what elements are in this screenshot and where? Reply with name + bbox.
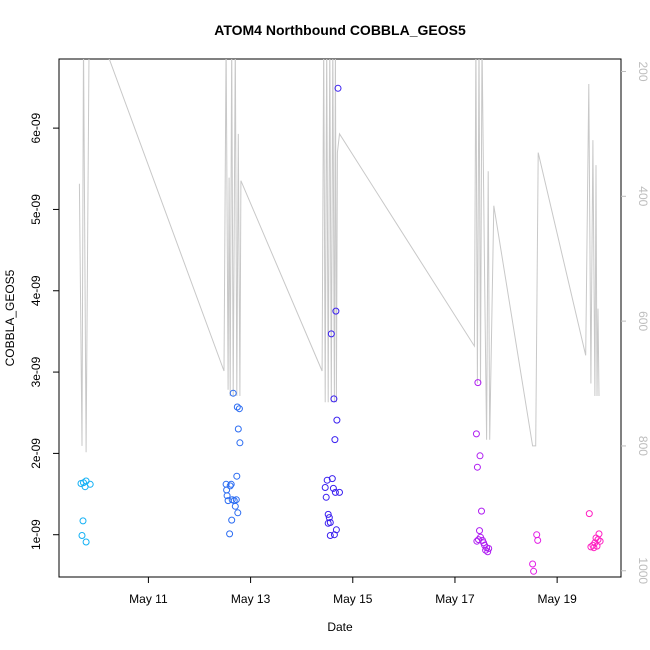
data-point: [324, 510, 332, 518]
data-point: [231, 502, 239, 510]
data-point: [78, 532, 86, 539]
data-point: [534, 536, 542, 544]
x-tick-label: May 11: [129, 592, 168, 606]
data-point: [484, 548, 492, 556]
data-point: [478, 507, 485, 515]
y-tick-label: 5e-09: [29, 194, 43, 225]
data-point: [233, 472, 241, 480]
y-tick-label: 4e-09: [29, 275, 43, 306]
data-point: [235, 405, 243, 413]
data-point: [332, 526, 340, 534]
x-axis-label: Date: [327, 620, 353, 634]
data-point: [476, 527, 483, 535]
data-point: [473, 537, 481, 545]
data-point: [321, 484, 329, 491]
data-point: [228, 516, 236, 524]
y-tick-label: 6e-09: [29, 112, 43, 143]
data-point: [334, 84, 342, 92]
data-point: [236, 439, 244, 447]
pressure-line-layer: [78, 59, 600, 453]
y-tick-label: 2e-09: [29, 438, 43, 469]
data-point: [476, 452, 484, 460]
data-point: [595, 530, 603, 538]
data-point: [332, 307, 340, 315]
x-tick-label: May 15: [333, 592, 373, 606]
data-point: [223, 492, 231, 500]
data-point: [322, 493, 330, 501]
data-point: [593, 542, 601, 550]
data-point: [529, 560, 537, 568]
y-axis: 1e-09 2e-09 3e-09 4e-09 5e-09 6e-09: [29, 112, 59, 550]
data-point: [226, 482, 234, 490]
data-point: [485, 545, 493, 552]
data-point: [472, 430, 480, 438]
x-axis: May 11 May 13 May 15 May 17 May 19: [129, 577, 577, 606]
y-tick-label: 1e-09: [29, 519, 43, 550]
data-point: [233, 403, 241, 411]
y-tick-label: 3e-09: [29, 356, 43, 387]
data-point: [229, 389, 237, 397]
x-tick-label: May 19: [537, 592, 577, 606]
y2-tick-label: 1000: [636, 557, 650, 584]
y2-tick-label: 200: [636, 61, 650, 81]
data-point: [227, 480, 235, 488]
data-point: [234, 509, 242, 517]
data-point: [86, 480, 94, 488]
data-point: [473, 463, 481, 471]
data-point: [82, 538, 90, 546]
data-point: [326, 532, 334, 539]
data-point: [328, 475, 336, 483]
data-point: [331, 488, 339, 496]
data-point: [585, 510, 593, 518]
data-point: [530, 567, 538, 575]
x-tick-label: May 13: [231, 592, 271, 606]
data-point: [234, 425, 242, 433]
data-point: [226, 530, 234, 538]
x-tick-label: May 17: [435, 592, 475, 606]
data-point: [329, 484, 337, 492]
plot-frame: [58, 58, 622, 578]
data-point: [533, 531, 541, 539]
y-axis-label: COBBLA_GEOS5: [3, 269, 17, 366]
y2-tick-label: 800: [636, 436, 650, 456]
data-point: [223, 486, 231, 494]
data-point: [331, 436, 339, 444]
data-point: [336, 488, 343, 496]
pressure-line: [78, 59, 600, 453]
data-point: [324, 519, 332, 527]
data-point: [79, 517, 87, 525]
secondary-y-axis: 200 400 600 800 1000: [621, 61, 650, 584]
data-point: [333, 416, 341, 424]
y2-tick-label: 600: [636, 311, 650, 331]
data-point: [596, 537, 604, 545]
data-point: [474, 379, 482, 387]
data-point: [232, 496, 240, 504]
data-point: [327, 330, 335, 338]
y2-tick-label: 400: [636, 186, 650, 206]
chart-title: ATOM4 Northbound COBBLA_GEOS5: [214, 22, 466, 38]
scatter-layer: [77, 84, 604, 575]
data-point: [330, 395, 338, 403]
